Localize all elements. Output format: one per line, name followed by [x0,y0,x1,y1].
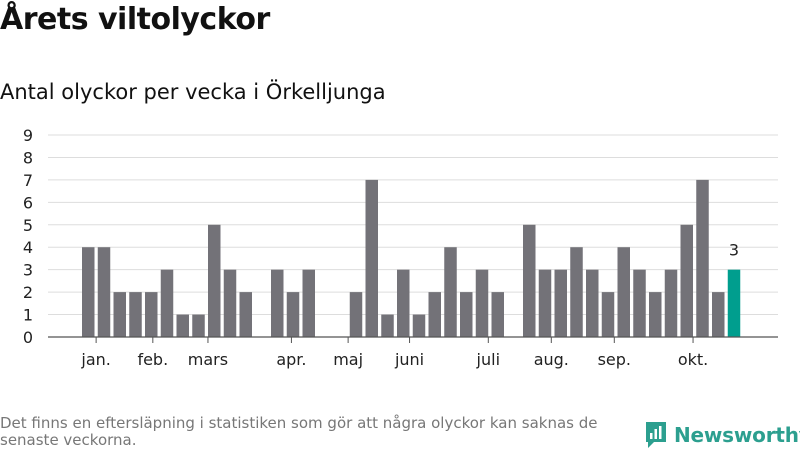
footnote: Det finns en eftersläpning i statistiken… [0,414,598,449]
bar [223,269,237,337]
bar [428,292,441,337]
y-tick-label: 7 [23,171,33,190]
bar [286,292,300,337]
bar [712,292,725,337]
bar [381,314,394,337]
bar [145,292,158,337]
bar [523,224,536,337]
bar-highlight [727,269,741,337]
bar [97,247,111,337]
y-tick-label: 9 [23,126,33,145]
bar [475,269,489,337]
chart-subtitle: Antal olyckor per vecka i Örkelljunga [0,80,386,104]
y-tick-label: 2 [23,283,33,302]
y-tick-label: 0 [23,328,33,347]
bar [633,269,646,337]
bar [570,247,583,337]
data-label: 3 [729,241,739,260]
x-tick-label: mars [188,350,228,369]
brand-logo: Newsworthy [644,418,800,452]
bar [113,292,126,337]
bar [554,269,567,337]
bar [82,247,95,337]
bar [601,292,615,337]
bar [176,314,189,337]
y-tick-label: 1 [23,306,33,325]
x-tick-label: juli [476,350,500,369]
bar [239,292,252,337]
x-tick-label: feb. [137,350,168,369]
bar [460,292,473,337]
x-tick-label: juni [394,350,424,369]
bar [129,292,142,337]
bar [302,269,315,337]
bar [365,179,378,337]
bar [349,292,363,337]
x-tick-label: sep. [598,350,631,369]
x-tick-label: apr. [276,350,306,369]
y-tick-label: 4 [23,238,33,257]
bar [208,224,221,337]
bar [397,269,410,337]
bar [538,269,552,337]
bar-chart: 0 1 2 3 4 5 6 7 8 9 3 jan. feb. mars apr. maj juni juli au… [23,126,778,369]
bar [444,247,457,337]
chart-title: Årets viltolyckor [0,2,270,37]
bar [192,314,205,337]
bar [271,269,284,337]
x-tick-label: aug. [534,350,569,369]
bar [696,179,709,337]
bar [664,269,678,337]
y-tick-label: 8 [23,148,33,167]
newsworthy-logo-icon [646,422,666,448]
x-tick-label: okt. [678,350,708,369]
bar [586,269,599,337]
y-tick-label: 5 [23,216,33,235]
y-tick-label: 6 [23,193,33,212]
bar [649,292,662,337]
bar [412,314,426,337]
bar [617,247,630,337]
x-tick-label: jan. [80,350,110,369]
x-tick-label: maj [333,350,363,369]
brand-name: Newsworthy [674,423,800,447]
bar [680,224,693,337]
y-tick-label: 3 [23,261,33,280]
bar [160,269,174,337]
bar [491,292,504,337]
